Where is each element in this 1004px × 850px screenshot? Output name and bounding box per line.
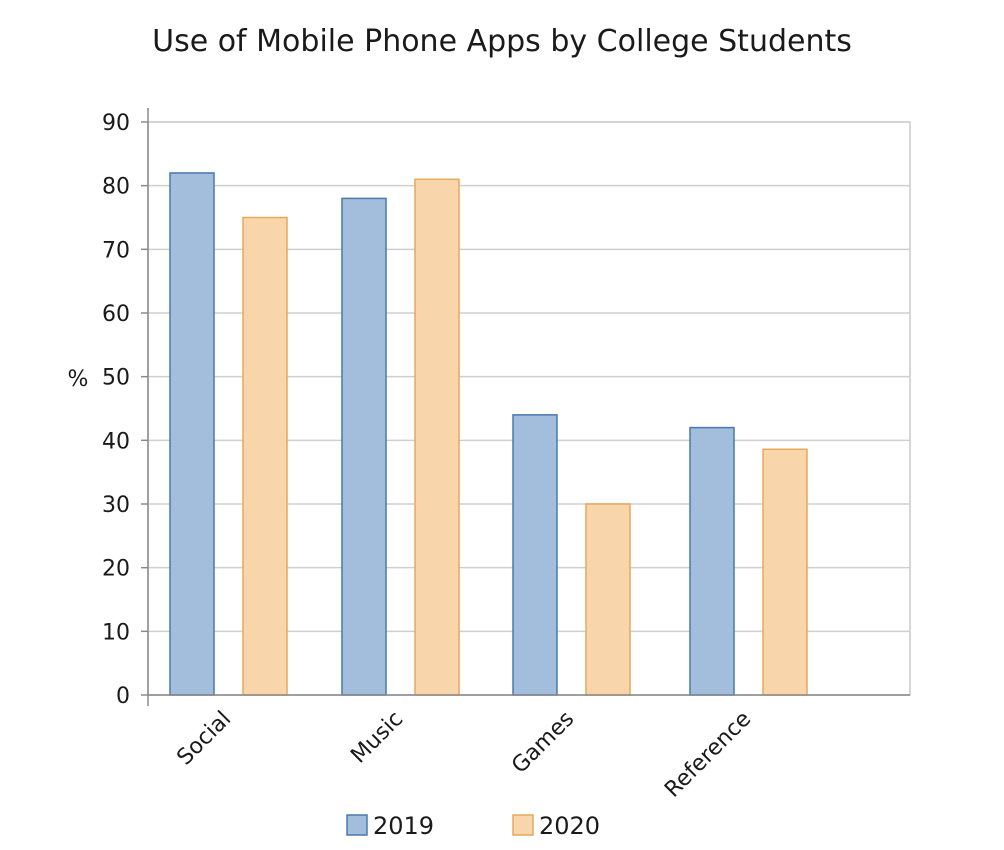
- x-tick-label: Games: [507, 707, 579, 779]
- y-tick-label: 20: [102, 557, 130, 582]
- y-tick-label: 50: [102, 366, 130, 391]
- y-tick-label: 70: [102, 238, 130, 263]
- y-tick-labels: 0 10 20 30 40 50 60 70 80 90: [102, 111, 130, 709]
- axes: [141, 108, 910, 706]
- x-tick-labels: Social Music Games Reference: [172, 707, 756, 803]
- y-tick-label: 30: [102, 493, 130, 518]
- legend-swatch-2020: [512, 814, 534, 836]
- bar-2019-games: [512, 414, 558, 696]
- bars: [169, 172, 808, 696]
- y-axis-label: %: [68, 367, 89, 392]
- legend-swatch-2019: [346, 814, 368, 836]
- bar-2020-music: [414, 178, 460, 696]
- bar-2020-social: [242, 216, 288, 696]
- bar-2019-reference: [689, 426, 735, 696]
- y-tick-label: 80: [102, 175, 130, 200]
- y-tick-label: 10: [102, 620, 130, 645]
- y-tick-label: 60: [102, 302, 130, 327]
- bar-2019-social: [169, 172, 215, 696]
- y-tick-label: 90: [102, 111, 130, 136]
- y-tick-label: 40: [102, 429, 130, 454]
- legend-label-2020: 2020: [539, 812, 600, 840]
- legend: 2019 2020: [346, 812, 600, 840]
- bar-2020-games: [585, 503, 631, 696]
- bar-2020-reference: [762, 448, 808, 696]
- bar-2019-music: [341, 197, 387, 696]
- x-tick-label: Music: [346, 707, 408, 769]
- x-tick-label: Reference: [660, 707, 756, 803]
- x-tick-label: Social: [172, 707, 236, 771]
- chart-title: Use of Mobile Phone Apps by College Stud…: [152, 24, 852, 59]
- legend-label-2019: 2019: [373, 812, 434, 840]
- y-tick-label: 0: [116, 684, 130, 709]
